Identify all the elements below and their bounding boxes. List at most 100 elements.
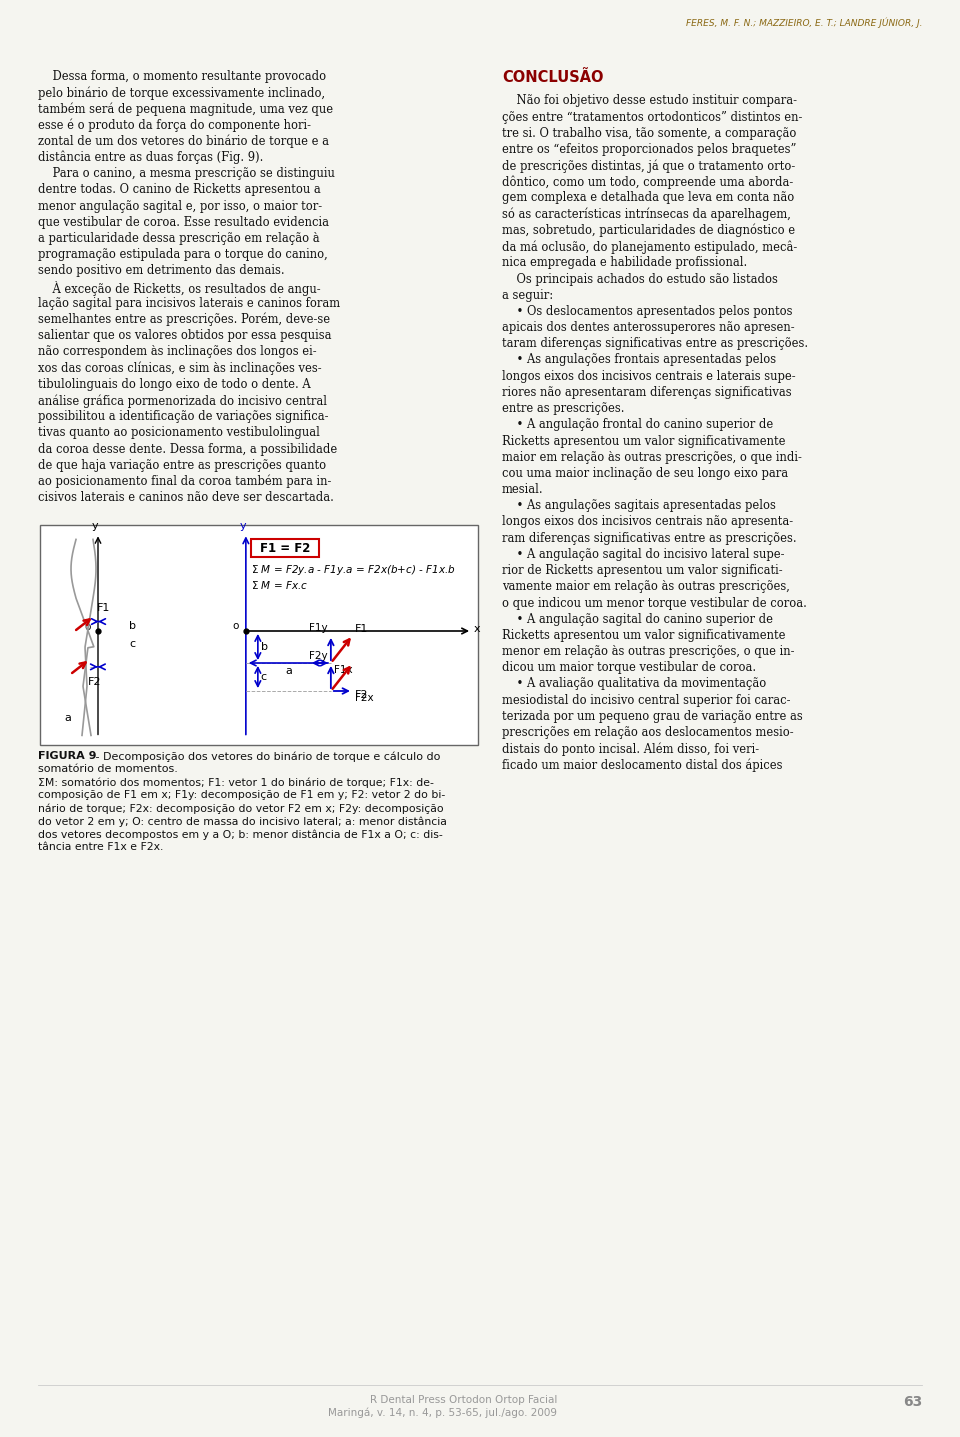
Text: Dessa forma, o momento resultante provocado: Dessa forma, o momento resultante provoc… bbox=[38, 70, 326, 83]
Text: a seguir:: a seguir: bbox=[502, 289, 553, 302]
Text: x: x bbox=[474, 624, 481, 634]
Text: nário de torque; F2x: decomposição do vetor F2 em x; F2y: decomposição: nário de torque; F2x: decomposição do ve… bbox=[38, 803, 444, 813]
Text: a: a bbox=[64, 713, 71, 723]
Text: FERES, M. F. N.; MAZZIEIRO, E. T.; LANDRE JÚNIOR, J.: FERES, M. F. N.; MAZZIEIRO, E. T.; LANDR… bbox=[685, 19, 922, 29]
Text: ao posicionamento final da coroa também para in-: ao posicionamento final da coroa também … bbox=[38, 476, 331, 489]
Text: Ricketts apresentou um valor significativamente: Ricketts apresentou um valor significati… bbox=[502, 434, 785, 447]
Text: gem complexa e detalhada que leva em conta não: gem complexa e detalhada que leva em con… bbox=[502, 191, 794, 204]
Text: Maringá, v. 14, n. 4, p. 53-65, jul./ago. 2009: Maringá, v. 14, n. 4, p. 53-65, jul./ago… bbox=[328, 1408, 557, 1418]
Text: possibilitou a identificação de variações significa-: possibilitou a identificação de variaçõe… bbox=[38, 410, 328, 424]
Text: a particularidade dessa prescrição em relação à: a particularidade dessa prescrição em re… bbox=[38, 231, 320, 244]
Text: tre si. O trabalho visa, tão somente, a comparação: tre si. O trabalho visa, tão somente, a … bbox=[502, 126, 797, 139]
Text: tibulolinguais do longo eixo de todo o dente. A: tibulolinguais do longo eixo de todo o d… bbox=[38, 378, 311, 391]
Text: zontal de um dos vetores do binário de torque e a: zontal de um dos vetores do binário de t… bbox=[38, 135, 329, 148]
Text: • A avaliação qualitativa da movimentação: • A avaliação qualitativa da movimentaçã… bbox=[502, 677, 766, 691]
Text: tância entre F1x e F2x.: tância entre F1x e F2x. bbox=[38, 842, 163, 852]
Text: lação sagital para incisivos laterais e caninos foram: lação sagital para incisivos laterais e … bbox=[38, 297, 340, 310]
Text: prescrições em relação aos deslocamentos mesio-: prescrições em relação aos deslocamentos… bbox=[502, 726, 794, 739]
Text: ram diferenças significativas entre as prescrições.: ram diferenças significativas entre as p… bbox=[502, 532, 797, 545]
Text: esse é o produto da força do componente hori-: esse é o produto da força do componente … bbox=[38, 119, 311, 132]
Bar bbox=[251, 539, 319, 558]
Text: o que indicou um menor torque vestibular de coroa.: o que indicou um menor torque vestibular… bbox=[502, 596, 806, 609]
Text: sendo positivo em detrimento das demais.: sendo positivo em detrimento das demais. bbox=[38, 264, 284, 277]
Text: de que haja variação entre as prescrições quanto: de que haja variação entre as prescriçõe… bbox=[38, 458, 326, 471]
Text: menor angulação sagital e, por isso, o maior tor-: menor angulação sagital e, por isso, o m… bbox=[38, 200, 323, 213]
Text: maior em relação às outras prescrições, o que indi-: maior em relação às outras prescrições, … bbox=[502, 451, 802, 464]
Text: cou uma maior inclinação de seu longo eixo para: cou uma maior inclinação de seu longo ei… bbox=[502, 467, 788, 480]
Text: y: y bbox=[240, 522, 246, 532]
Text: cisivos laterais e caninos não deve ser descartada.: cisivos laterais e caninos não deve ser … bbox=[38, 491, 334, 504]
Text: de prescrições distintas, já que o tratamento orto-: de prescrições distintas, já que o trata… bbox=[502, 160, 795, 172]
Text: entre as prescrições.: entre as prescrições. bbox=[502, 402, 625, 415]
Text: • As angulações sagitais apresentadas pelos: • As angulações sagitais apresentadas pe… bbox=[502, 499, 776, 513]
Text: F2y: F2y bbox=[309, 651, 328, 661]
Text: longos eixos dos incisivos centrais e laterais supe-: longos eixos dos incisivos centrais e la… bbox=[502, 369, 796, 382]
Text: entre os “efeitos proporcionados pelos braquetes”: entre os “efeitos proporcionados pelos b… bbox=[502, 142, 797, 155]
Text: Os principais achados do estudo são listados: Os principais achados do estudo são list… bbox=[502, 273, 778, 286]
Text: mesial.: mesial. bbox=[502, 483, 543, 496]
Text: vamente maior em relação às outras prescrições,: vamente maior em relação às outras presc… bbox=[502, 581, 790, 593]
Text: a: a bbox=[285, 665, 292, 675]
Text: riores não apresentaram diferenças significativas: riores não apresentaram diferenças signi… bbox=[502, 387, 792, 399]
Text: F2x: F2x bbox=[355, 693, 373, 703]
Text: distais do ponto incisal. Além disso, foi veri-: distais do ponto incisal. Além disso, fo… bbox=[502, 743, 759, 756]
Text: taram diferenças significativas entre as prescrições.: taram diferenças significativas entre as… bbox=[502, 338, 808, 351]
Text: F1: F1 bbox=[355, 624, 369, 634]
Text: F2: F2 bbox=[88, 677, 102, 687]
Text: c: c bbox=[129, 639, 135, 650]
Text: dos vetores decompostos em y a O; b: menor distância de F1x a O; c: dis-: dos vetores decompostos em y a O; b: men… bbox=[38, 829, 443, 839]
Text: apicais dos dentes anterossuperores não apresen-: apicais dos dentes anterossuperores não … bbox=[502, 320, 795, 333]
Text: b: b bbox=[261, 642, 268, 652]
Text: não correspondem às inclinações dos longos ei-: não correspondem às inclinações dos long… bbox=[38, 345, 317, 358]
Text: dicou um maior torque vestibular de coroa.: dicou um maior torque vestibular de coro… bbox=[502, 661, 756, 674]
Text: Para o canino, a mesma prescrição se distinguiu: Para o canino, a mesma prescrição se dis… bbox=[38, 167, 335, 180]
Text: composição de F1 em x; F1y: decomposição de F1 em y; F2: vetor 2 do bi-: composição de F1 em x; F1y: decomposição… bbox=[38, 790, 445, 800]
Text: F2: F2 bbox=[355, 690, 369, 700]
Text: CONCLUSÃO: CONCLUSÃO bbox=[502, 70, 604, 85]
Text: • A angulação frontal do canino superior de: • A angulação frontal do canino superior… bbox=[502, 418, 773, 431]
Text: terizada por um pequeno grau de variação entre as: terizada por um pequeno grau de variação… bbox=[502, 710, 803, 723]
Text: F1y: F1y bbox=[309, 624, 328, 634]
Text: também será de pequena magnitude, uma vez que: também será de pequena magnitude, uma ve… bbox=[38, 102, 333, 116]
Text: longos eixos dos incisivos centrais não apresenta-: longos eixos dos incisivos centrais não … bbox=[502, 516, 793, 529]
Text: pelo binário de torque excessivamente inclinado,: pelo binário de torque excessivamente in… bbox=[38, 86, 325, 99]
Text: Não foi objetivo desse estudo instituir compara-: Não foi objetivo desse estudo instituir … bbox=[502, 95, 797, 108]
Text: dentre todas. O canino de Ricketts apresentou a: dentre todas. O canino de Ricketts apres… bbox=[38, 184, 321, 197]
Text: rior de Ricketts apresentou um valor significati-: rior de Ricketts apresentou um valor sig… bbox=[502, 565, 782, 578]
Text: mas, sobretudo, particularidades de diagnóstico e: mas, sobretudo, particularidades de diag… bbox=[502, 224, 795, 237]
Text: análise gráfica pormenorizada do incisivo central: análise gráfica pormenorizada do incisiv… bbox=[38, 394, 327, 408]
Text: dôntico, como um todo, compreende uma aborda-: dôntico, como um todo, compreende uma ab… bbox=[502, 175, 793, 188]
Text: b: b bbox=[129, 621, 136, 631]
Text: - Decomposição dos vetores do binário de torque e cálculo do: - Decomposição dos vetores do binário de… bbox=[92, 752, 441, 762]
Text: xos das coroas clínicas, e sim às inclinações ves-: xos das coroas clínicas, e sim às inclin… bbox=[38, 362, 322, 375]
Text: c: c bbox=[261, 673, 267, 683]
Text: y: y bbox=[92, 522, 98, 532]
Text: À exceção de Ricketts, os resultados de angu-: À exceção de Ricketts, os resultados de … bbox=[38, 280, 321, 296]
Text: F1x: F1x bbox=[334, 665, 352, 675]
Text: só as características intrínsecas da aparelhagem,: só as características intrínsecas da apa… bbox=[502, 208, 791, 221]
Text: ções entre “tratamentos ortodonticos” distintos en-: ções entre “tratamentos ortodonticos” di… bbox=[502, 111, 803, 124]
Text: 63: 63 bbox=[902, 1395, 922, 1410]
Text: FIGURA 9: FIGURA 9 bbox=[38, 752, 97, 762]
Text: R Dental Press Ortodon Ortop Facial: R Dental Press Ortodon Ortop Facial bbox=[370, 1395, 558, 1405]
Text: • A angulação sagital do canino superior de: • A angulação sagital do canino superior… bbox=[502, 612, 773, 625]
Text: Ricketts apresentou um valor significativamente: Ricketts apresentou um valor significati… bbox=[502, 629, 785, 642]
Bar bbox=[40, 526, 478, 746]
Text: F1 = F2: F1 = F2 bbox=[259, 542, 310, 555]
Text: ficado um maior deslocamento distal dos ápices: ficado um maior deslocamento distal dos … bbox=[502, 759, 782, 772]
Text: F1: F1 bbox=[97, 604, 110, 614]
Text: menor em relação às outras prescrições, o que in-: menor em relação às outras prescrições, … bbox=[502, 645, 795, 658]
Text: nica empregada e habilidade profissional.: nica empregada e habilidade profissional… bbox=[502, 256, 747, 269]
Text: do vetor 2 em y; O: centro de massa do incisivo lateral; a: menor distância: do vetor 2 em y; O: centro de massa do i… bbox=[38, 816, 446, 826]
Text: • As angulações frontais apresentadas pelos: • As angulações frontais apresentadas pe… bbox=[502, 354, 776, 366]
Text: tivas quanto ao posicionamento vestibulolingual: tivas quanto ao posicionamento vestibulo… bbox=[38, 427, 320, 440]
Text: o: o bbox=[232, 621, 239, 631]
Text: da coroa desse dente. Dessa forma, a possibilidade: da coroa desse dente. Dessa forma, a pos… bbox=[38, 443, 337, 456]
Text: • A angulação sagital do incisivo lateral supe-: • A angulação sagital do incisivo latera… bbox=[502, 547, 784, 560]
Text: ΣM: somatório dos momentos; F1: vetor 1 do binário de torque; F1x: de-: ΣM: somatório dos momentos; F1: vetor 1 … bbox=[38, 777, 434, 787]
Text: mesiodistal do incisivo central superior foi carac-: mesiodistal do incisivo central superior… bbox=[502, 694, 790, 707]
Text: o: o bbox=[84, 622, 91, 632]
Text: somatório de momentos.: somatório de momentos. bbox=[38, 764, 178, 775]
Text: • Os deslocamentos apresentados pelos pontos: • Os deslocamentos apresentados pelos po… bbox=[502, 305, 793, 318]
Text: programação estipulada para o torque do canino,: programação estipulada para o torque do … bbox=[38, 249, 327, 262]
